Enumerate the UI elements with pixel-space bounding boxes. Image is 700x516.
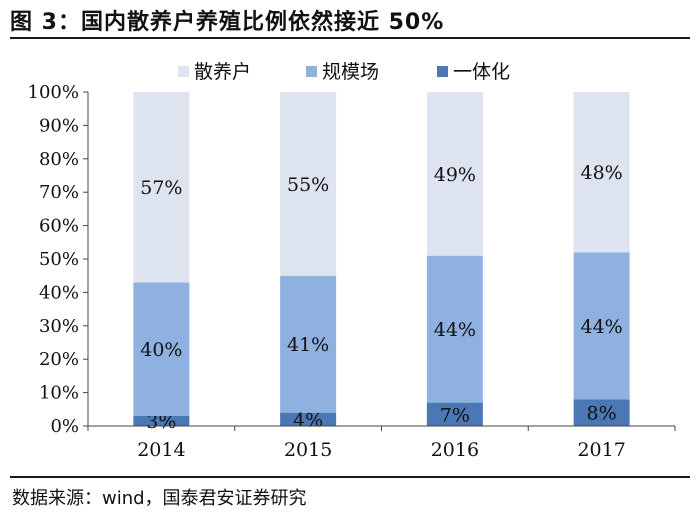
y-tick-label: 70% — [39, 182, 79, 203]
legend-swatch — [437, 66, 448, 77]
bar-segment — [426, 402, 483, 426]
chart-title: 图 3：国内散养户养殖比例依然接近 50% — [10, 10, 445, 35]
bar-segment — [133, 92, 190, 283]
data-label: 44% — [581, 316, 623, 338]
y-tick-label: 50% — [39, 249, 79, 270]
bar-segment — [426, 92, 483, 256]
data-label: 44% — [434, 319, 476, 341]
bar-segment — [426, 255, 483, 403]
y-tick-label: 0% — [50, 416, 79, 437]
y-tick-label: 60% — [39, 216, 79, 237]
x-axis: 2014 2015 2016 2017 — [87, 425, 676, 461]
legend: 散养户 规模场 一体化 — [178, 61, 510, 83]
data-label: 55% — [287, 174, 329, 196]
data-label: 57% — [140, 177, 182, 199]
y-axis: 0% 10% 20% 30% 40% 50% 60% 70% 80% 90% 100% — [28, 82, 89, 437]
data-label: 3% — [146, 411, 176, 433]
bars: 3%40%57%4%41%55%7%44%49%8%44%48% — [133, 92, 630, 433]
footer-divider — [10, 476, 690, 478]
data-label: 48% — [581, 162, 623, 184]
y-tick-label: 90% — [39, 115, 79, 136]
source-note: 数据来源：wind，国泰君安证券研究 — [12, 488, 307, 509]
data-label: 40% — [140, 339, 182, 361]
bar-segment — [573, 92, 630, 253]
y-tick-label: 10% — [39, 383, 79, 404]
x-tick-label: 2015 — [284, 439, 332, 461]
bar-segment — [573, 399, 630, 426]
y-tick-label: 30% — [39, 316, 79, 337]
data-label: 41% — [287, 334, 329, 356]
x-tick-label: 2017 — [577, 439, 625, 461]
x-tick-label: 2014 — [137, 439, 185, 461]
data-label: 8% — [587, 403, 617, 425]
legend-swatch — [306, 66, 317, 77]
legend-label: 散养户 — [194, 61, 251, 83]
y-tick-label: 100% — [28, 82, 79, 103]
bar-segment — [133, 282, 190, 416]
legend-label: 规模场 — [322, 61, 379, 83]
bar-segment — [280, 412, 337, 426]
bar-segment — [573, 252, 630, 400]
y-tick-label: 80% — [39, 149, 79, 170]
bar-segment — [280, 92, 337, 276]
data-label: 49% — [434, 164, 476, 186]
title-divider — [10, 37, 690, 39]
stacked-bar-chart: 散养户 规模场 一体化 0% 10% 20% 30% 40% 50% 60% 70% 80% 90% 1… — [28, 61, 676, 461]
x-tick-label: 2016 — [431, 439, 479, 461]
y-tick-label: 20% — [39, 349, 79, 370]
y-tick-label: 40% — [39, 282, 79, 303]
legend-swatch — [178, 66, 189, 77]
bar-segment — [280, 275, 337, 413]
bar-segment — [133, 415, 190, 426]
legend-label: 一体化 — [453, 61, 510, 83]
data-label: 7% — [440, 404, 470, 426]
